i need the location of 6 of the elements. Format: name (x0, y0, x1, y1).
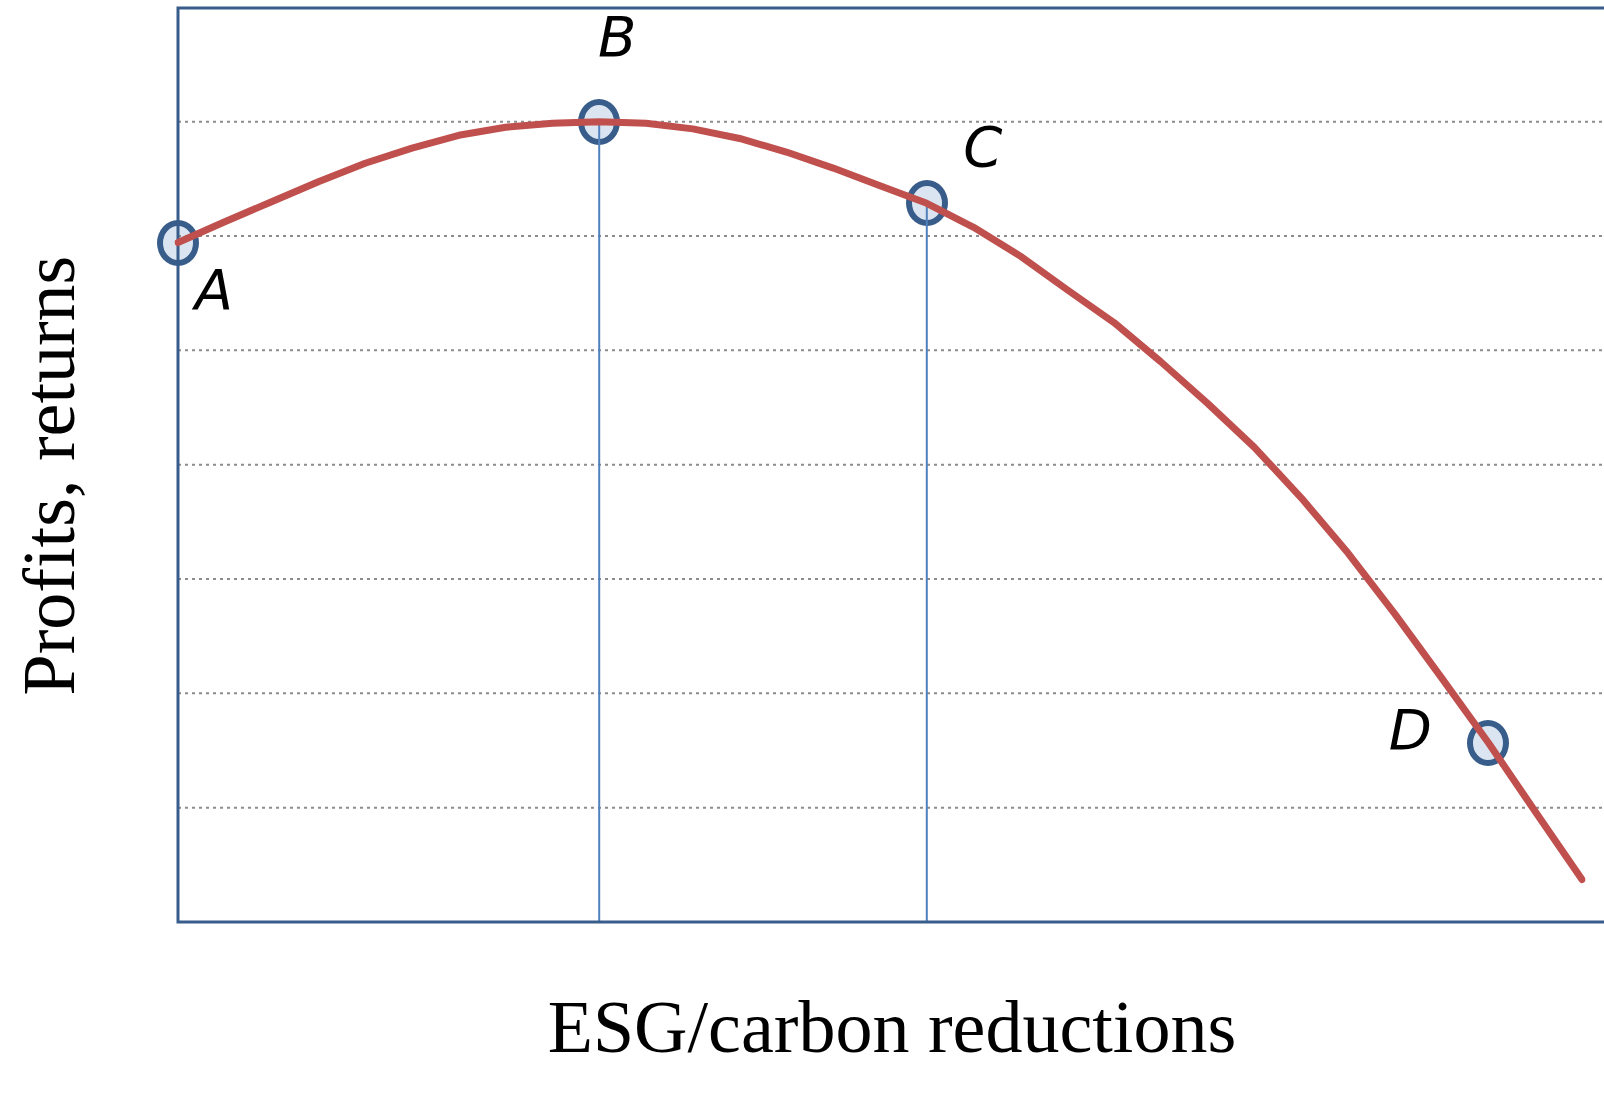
annotation: C (963, 113, 1003, 179)
text: B (597, 4, 637, 70)
y-axis-title: Profits, returns (7, 255, 92, 695)
annotation: D (1388, 697, 1432, 763)
annotation: A (191, 257, 234, 323)
x-axis-title: ESG/carbon reductions (546, 985, 1238, 1070)
